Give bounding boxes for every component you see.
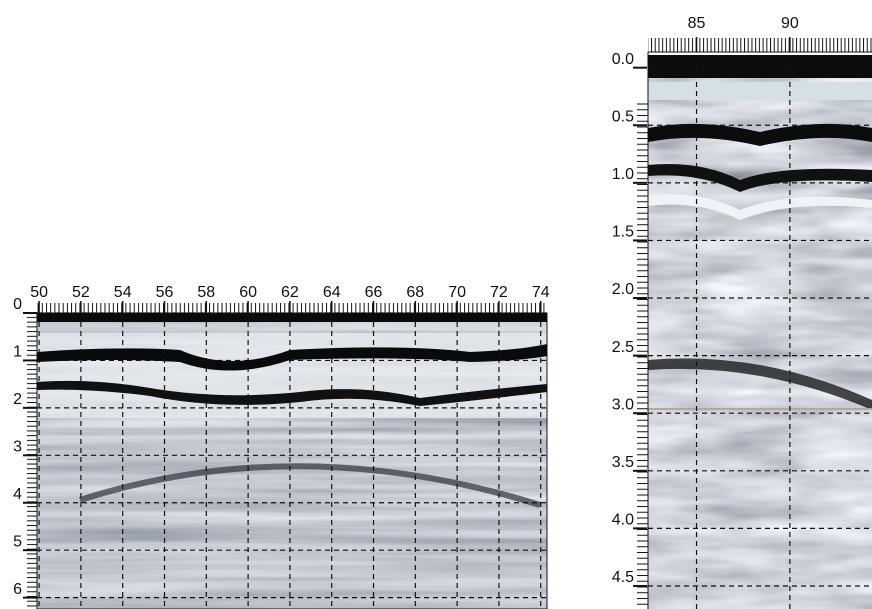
x-tick-label: 54 (114, 284, 132, 301)
x-tick-label: 64 (323, 284, 341, 301)
y-ruler (637, 100, 648, 609)
x-tick-label: 66 (365, 284, 383, 301)
y-tick-label: 4 (13, 486, 22, 503)
x-tick-label: 74 (532, 284, 550, 301)
x-tick-label: 52 (72, 284, 90, 301)
reflector (648, 194, 872, 220)
x-tick-label: 70 (448, 284, 466, 301)
y-tick-label: 4.5 (612, 569, 634, 586)
y-tick-label: 4.0 (612, 512, 634, 529)
y-ruler (27, 313, 37, 609)
radar-image (648, 55, 872, 609)
y-tick-label: 6 (13, 581, 22, 598)
x-tick-label: 56 (156, 284, 174, 301)
x-tick-label: 58 (197, 284, 215, 301)
y-tick-label: 3.0 (612, 396, 634, 413)
radargram-left (27, 303, 548, 609)
y-tick-label: 1.0 (612, 166, 634, 183)
reflector (648, 123, 872, 146)
x-tick-label: 62 (281, 284, 299, 301)
y-tick-label: 5 (13, 533, 22, 550)
y-tick-label: 2 (13, 391, 22, 408)
x-tick-label: 68 (406, 284, 424, 301)
y-tick-label: 3.5 (612, 454, 634, 471)
x-ruler (648, 38, 872, 52)
radargram-right (637, 38, 872, 609)
x-tick-label: 85 (688, 15, 706, 32)
x-tick-label: 60 (239, 284, 257, 301)
x-tick-label: 50 (30, 284, 48, 301)
y-tick-label: 3 (13, 439, 22, 456)
reflection-zone (37, 333, 547, 418)
y-tick-label: 2.0 (612, 281, 634, 298)
hyperbola (79, 463, 541, 508)
x-ruler (37, 303, 547, 313)
y-tick-label: 0 (13, 296, 22, 313)
x-tick-label: 72 (490, 284, 508, 301)
reflector (648, 55, 872, 78)
reflector (648, 82, 872, 100)
x-tick-label: 90 (781, 15, 799, 32)
reflector (37, 380, 547, 406)
y-tick-label: 0.5 (612, 108, 634, 125)
reflector (648, 164, 872, 192)
y-tick-label: 1 (13, 344, 22, 361)
reflector (648, 358, 872, 410)
y-tick-label: 0.0 (612, 51, 634, 68)
y-tick-label: 1.5 (612, 224, 634, 241)
y-tick-label: 2.5 (612, 339, 634, 356)
reflector (37, 313, 547, 322)
